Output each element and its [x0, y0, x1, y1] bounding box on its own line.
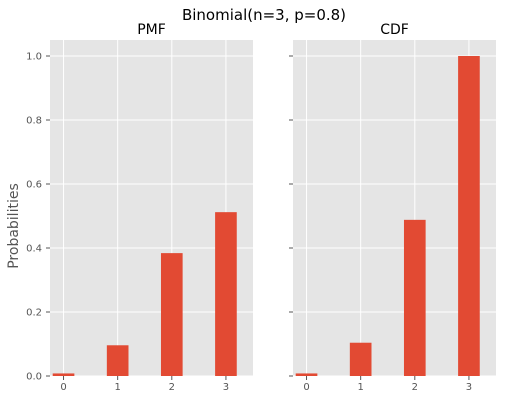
cdf-bar-3 [458, 56, 480, 376]
cdf-bar-0 [295, 373, 318, 376]
pmf-panel: 0 1 2 3 0.0 0.2 0.4 0.6 0.8 1.0 PMF [26, 22, 253, 393]
cdf-xtick-label: 1 [357, 382, 363, 393]
cdf-xtick-label: 3 [466, 382, 472, 393]
pmf-ytick-label: 1.0 [26, 52, 42, 63]
cdf-bar-1 [349, 342, 372, 376]
pmf-xtick-label: 1 [114, 382, 120, 393]
cdf-xtick-label: 0 [303, 382, 309, 393]
pmf-xtick-label: 0 [60, 382, 66, 393]
pmf-xtick-label: 2 [169, 382, 175, 393]
cdf-bar-2 [403, 219, 426, 376]
pmf-ytick-label: 0.0 [26, 372, 42, 383]
pmf-ytick-label: 0.4 [26, 244, 42, 255]
pmf-bar-1 [106, 345, 129, 376]
cdf-xtick-label: 2 [412, 382, 418, 393]
y-axis-label: Probabilities [6, 183, 22, 269]
cdf-panel: 0 1 2 3 CDF [289, 22, 496, 393]
figure-title: Binomial(n=3, p=0.8) [182, 6, 346, 24]
pmf-ytick-label: 0.2 [26, 308, 42, 319]
pmf-bar-2 [160, 253, 183, 376]
pmf-ytick-label: 0.6 [26, 180, 42, 191]
pmf-bar-0 [52, 373, 75, 376]
pmf-xtick-label: 3 [223, 382, 229, 393]
cdf-title: CDF [380, 22, 409, 38]
pmf-title: PMF [137, 22, 166, 38]
pmf-bar-3 [215, 212, 237, 376]
pmf-ytick-label: 0.8 [26, 116, 42, 127]
